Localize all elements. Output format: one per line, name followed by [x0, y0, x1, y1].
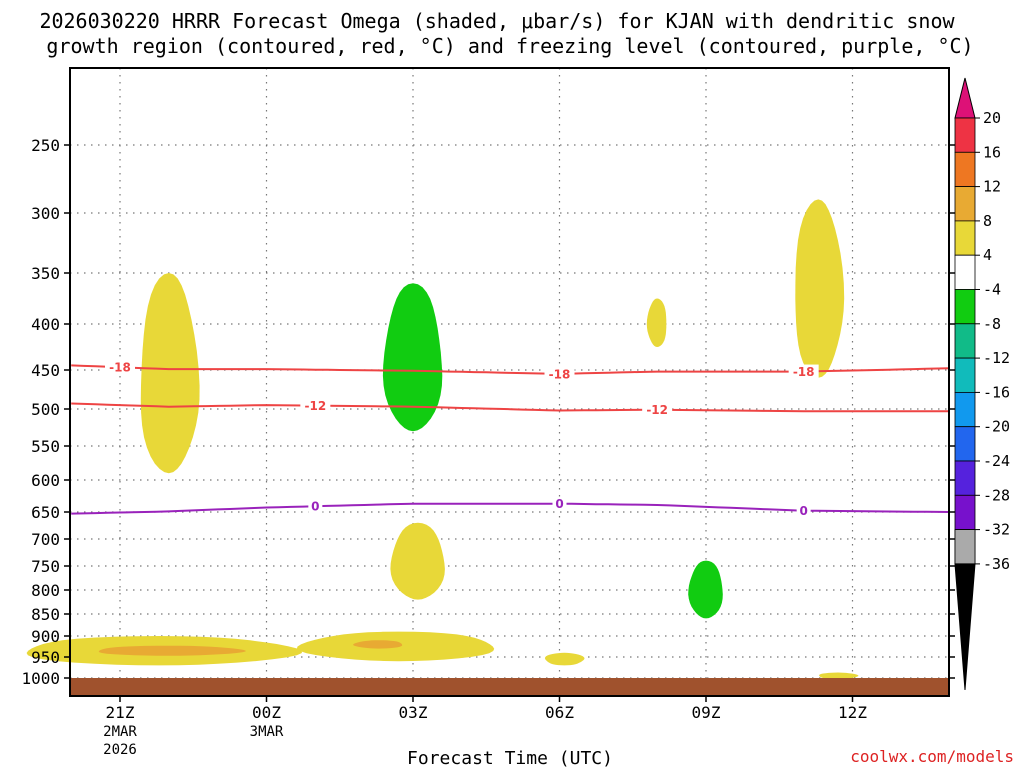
ground-fill	[70, 678, 949, 696]
x-tick-label: 12Z	[838, 703, 867, 722]
colorbar-label: -16	[983, 383, 1010, 401]
colorbar-swatch	[954, 391, 976, 428]
x-axis-ticks: 21Z 2MAR 2026 00Z 3MAR 03Z 06Z 09Z 12Z	[103, 696, 867, 758]
colorbar-label: -32	[983, 521, 1010, 539]
contour-label-dgz-minus12: -12	[646, 403, 668, 417]
colorbar-bottom-arrow	[954, 563, 976, 691]
plot-frame	[69, 67, 950, 697]
omega-region-yellow-4-8	[795, 199, 845, 378]
x-tick-label: 09Z	[692, 703, 721, 722]
colorbar-swatch	[954, 426, 976, 462]
chart-title-line1: 2026030220 HRRR Forecast Omega (shaded, …	[39, 9, 955, 33]
y-tick-label: 850	[31, 605, 60, 624]
y-tick-label: 550	[31, 437, 60, 456]
colorbar-swatch	[954, 494, 976, 530]
plot-background	[70, 68, 949, 696]
omega-region-yellow-4-8	[819, 672, 859, 680]
colorbar-label: -12	[983, 349, 1010, 367]
contour-label-freezing-level-0: 0	[555, 497, 563, 511]
omega-region-yellow-4-8	[646, 298, 667, 347]
contour-label-bg	[796, 503, 811, 518]
x-tick-date: 2MAR	[103, 724, 137, 740]
contour-lines: -18 -18 -18 -12 -12 0 0 0	[71, 360, 950, 518]
contour-label-bg	[544, 366, 575, 381]
x-tick-label: 03Z	[399, 703, 428, 722]
credit-text[interactable]: coolwx.com/models	[850, 747, 1014, 766]
y-tick-label: 400	[31, 315, 60, 334]
colorbar-label: -4	[983, 281, 1001, 299]
omega-region-yellow-4-8	[140, 273, 200, 474]
colorbar-label: -28	[983, 486, 1010, 504]
y-tick-label: 650	[31, 503, 60, 522]
x-tick-date: 3MAR	[250, 724, 284, 740]
y-tick-label: 300	[31, 204, 60, 223]
colorbar-swatch	[954, 117, 976, 153]
colorbar-swatch	[954, 289, 976, 325]
contour-label-bg	[308, 499, 323, 514]
colorbar-label: -20	[983, 418, 1010, 436]
colorbar-label: 8	[983, 212, 992, 230]
y-tick-label: 350	[31, 264, 60, 283]
colorbar-swatch	[954, 323, 976, 359]
colorbar-label: 16	[983, 143, 1001, 161]
x-tick-label: 06Z	[545, 703, 574, 722]
contour-label-bg	[642, 402, 673, 417]
y-tick-label: 750	[31, 557, 60, 576]
colorbar-label: -8	[983, 315, 1001, 333]
omega-region-orange-8-12	[98, 645, 246, 656]
contour-label-bg	[105, 360, 135, 375]
y-tick-label: 800	[31, 581, 60, 600]
y-tick-label: 250	[31, 136, 60, 155]
omega-shading	[26, 199, 859, 680]
chart-title-line2: growth region (contoured, red, °C) and f…	[46, 34, 973, 58]
contour-dgz-minus12	[71, 402, 949, 413]
colorbar-swatch	[954, 186, 976, 222]
omega-region-green-minus4-minus8	[688, 560, 723, 619]
colorbar-top-arrow	[954, 77, 976, 119]
y-tick-label: 900	[31, 627, 60, 646]
contour-label-dgz-minus18: -18	[793, 365, 815, 379]
y-tick-label: 500	[31, 400, 60, 419]
y-axis-ticks: 250 300 350 400 450 500 550 600 650 700 750 800 850 9…	[21, 136, 955, 688]
colorbar-label: -36	[983, 555, 1010, 573]
colorbar-swatch	[954, 460, 976, 496]
colorbar-swatch	[954, 529, 976, 565]
contour-label-bg	[788, 364, 819, 379]
colorbar-label: 4	[983, 246, 992, 264]
omega-region-yellow-4-8	[390, 522, 445, 600]
y-tick-label: 1000	[21, 669, 60, 688]
omega-region-orange-8-12	[353, 640, 403, 649]
contour-label-bg	[300, 398, 331, 413]
y-tick-label: 450	[31, 361, 60, 380]
colorbar-swatch	[954, 357, 976, 393]
colorbar: 20 16 12 8 4 -4 -8 -12 -16 -20 -24 -28 -32 -36	[954, 77, 1010, 691]
x-tick-label: 21Z	[106, 703, 135, 722]
contour-label-freezing-level-0: 0	[799, 504, 807, 518]
contour-label-dgz-minus18: -18	[109, 361, 131, 375]
omega-region-yellow-4-8	[544, 652, 585, 666]
y-tick-label: 950	[31, 648, 60, 667]
colorbar-label: -24	[983, 452, 1010, 470]
contour-label-dgz-minus12: -12	[304, 399, 326, 413]
colorbar-label: 12	[983, 178, 1001, 196]
contour-label-freezing-level-0: 0	[311, 500, 319, 514]
ground-layer	[70, 678, 949, 696]
colorbar-swatch	[954, 151, 976, 188]
colorbar-swatch	[954, 220, 976, 256]
contour-label-bg	[552, 496, 567, 511]
colorbar-label: 20	[983, 109, 1001, 127]
y-tick-label: 600	[31, 471, 60, 490]
x-axis-title: Forecast Time (UTC)	[407, 748, 613, 768]
omega-region-green-minus4-minus8	[382, 283, 443, 432]
colorbar-swatch	[954, 254, 976, 290]
x-tick-year: 2026	[103, 742, 137, 758]
x-tick-label: 00Z	[252, 703, 281, 722]
contour-label-dgz-minus18: -18	[549, 367, 571, 381]
y-tick-label: 700	[31, 530, 60, 549]
